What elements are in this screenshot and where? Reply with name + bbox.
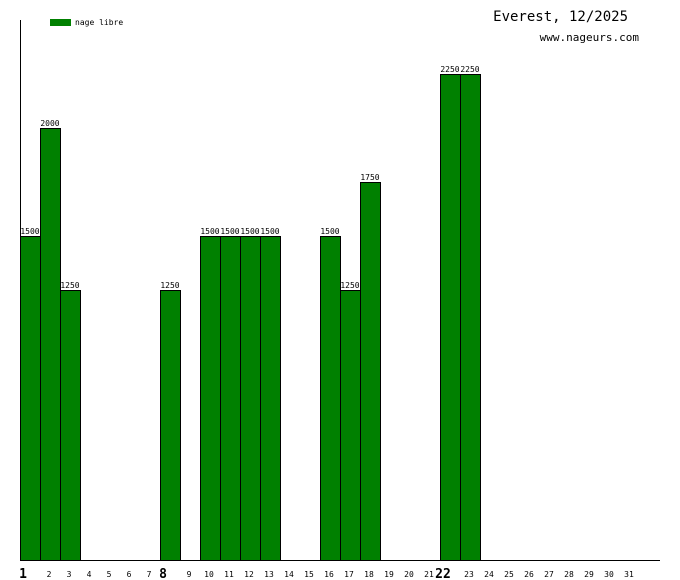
bar-10 [200,236,221,561]
bar-17 [340,290,361,561]
legend-swatch [50,18,71,26]
legend-label: nage libre [75,17,124,27]
x-tick-label-11: 11 [224,570,234,579]
data-label-11: 1500 [220,227,239,236]
x-tick-label-14: 14 [284,570,294,579]
x-tick-label-7: 7 [147,570,152,579]
x-tick-label-24: 24 [484,570,494,579]
x-tick-label-18: 18 [364,570,374,579]
data-label-13: 1500 [260,227,279,236]
data-label-17: 1250 [340,281,359,290]
bar-13 [260,236,281,561]
x-tick-label-25: 25 [504,570,514,579]
chart-source: www.nageurs.com [539,31,639,44]
x-tick-label-28: 28 [564,570,574,579]
x-tick-label-27: 27 [544,570,554,579]
x-tick-label-17: 17 [344,570,354,579]
bar-8 [160,290,181,561]
x-tick-label-22: 22 [435,567,451,580]
x-tick-label-13: 13 [264,570,274,579]
data-label-8: 1250 [160,281,179,290]
data-label-18: 1750 [360,173,379,182]
x-tick-label-29: 29 [584,570,594,579]
data-label-22: 2250 [440,65,459,74]
x-tick-label-31: 31 [624,570,634,579]
bar-23 [460,74,481,561]
legend: nage libre [50,16,123,28]
x-tick-label-15: 15 [304,570,314,579]
data-label-10: 1500 [200,227,219,236]
x-tick-label-21: 21 [424,570,434,579]
x-tick-label-12: 12 [244,570,254,579]
bar-3 [60,290,81,561]
x-tick-label-4: 4 [87,570,92,579]
data-label-3: 1250 [60,281,79,290]
x-tick-label-26: 26 [524,570,534,579]
x-tick-label-19: 19 [384,570,394,579]
data-label-16: 1500 [320,227,339,236]
data-label-2: 2000 [40,119,59,128]
data-label-23: 2250 [460,65,479,74]
bar-16 [320,236,341,561]
x-tick-label-8: 8 [159,567,167,580]
bar-2 [40,128,61,561]
bar-12 [240,236,261,561]
bar-22 [440,74,461,561]
x-tick-label-1: 1 [19,567,27,580]
x-tick-label-20: 20 [404,570,414,579]
x-tick-label-5: 5 [107,570,112,579]
x-tick-label-16: 16 [324,570,334,579]
x-tick-label-9: 9 [187,570,192,579]
x-tick-label-23: 23 [464,570,474,579]
x-tick-label-10: 10 [204,570,214,579]
x-tick-label-6: 6 [127,570,132,579]
bar-11 [220,236,241,561]
x-tick-label-2: 2 [47,570,52,579]
x-tick-label-3: 3 [67,570,72,579]
chart-title: Everest, 12/2025 [493,9,628,25]
bar-18 [360,182,381,561]
data-label-12: 1500 [240,227,259,236]
x-tick-label-30: 30 [604,570,614,579]
data-label-1: 1500 [20,227,39,236]
bar-1 [20,236,41,561]
